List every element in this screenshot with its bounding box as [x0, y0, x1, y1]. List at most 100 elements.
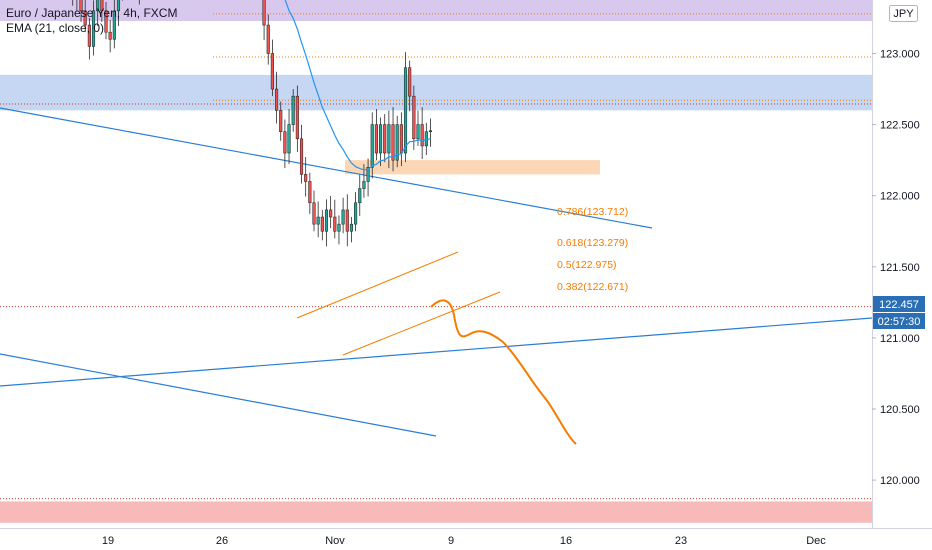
candle-26	[108, 19, 112, 53]
candle-70	[291, 89, 295, 132]
candle-body	[116, 0, 121, 12]
candle-101	[420, 107, 424, 160]
candle-85	[354, 192, 358, 232]
bar-countdown: 02:57:30	[878, 316, 921, 328]
descending-trendline	[0, 353, 437, 437]
candle-body	[266, 24, 270, 54]
candle-18	[76, 0, 78, 12]
candle-body	[395, 124, 399, 161]
candle-69	[287, 108, 291, 165]
candle-68	[283, 119, 287, 169]
drawings-layer	[0, 13, 873, 500]
time-tick-label: 19	[102, 535, 114, 547]
time-tick-label: 23	[675, 535, 687, 547]
candle-23	[96, 0, 100, 26]
zone-low-support	[0, 501, 872, 523]
candle-88	[366, 158, 370, 197]
candle-24	[100, 0, 104, 22]
candle-94	[391, 107, 395, 172]
candle-body	[100, 0, 104, 12]
time-tick-label: 16	[560, 535, 572, 547]
price-tick-label: 120.500	[880, 404, 920, 416]
time-tick-label: 26	[216, 535, 228, 547]
candle-body	[312, 202, 316, 225]
candle-25	[104, 2, 108, 40]
currency-label: JPY	[893, 8, 914, 20]
candle-body	[104, 10, 108, 33]
candle-body	[279, 110, 283, 132]
channel-upper	[296, 251, 459, 319]
candle-83	[345, 194, 349, 247]
candle-21	[87, 17, 91, 60]
time-tick-label: Dec	[806, 535, 826, 547]
ema-line	[284, 0, 431, 171]
projected-path	[430, 299, 577, 445]
candle-74	[308, 172, 312, 214]
candle-84	[349, 217, 353, 243]
candle-92	[383, 114, 387, 163]
top-band	[0, 0, 872, 21]
candle-91	[379, 117, 383, 167]
candle-body	[108, 31, 112, 40]
fib-labels: 0.786(123.712) 0.618(123.279) 0.5(122.97…	[557, 206, 628, 293]
candle-27	[112, 0, 116, 49]
candle-body	[324, 209, 329, 232]
time-tick-label: Nov	[325, 535, 345, 547]
zone-target	[345, 160, 600, 175]
price-tick-label: 122.000	[880, 191, 920, 203]
countdown-tag: 02:57:30	[873, 313, 925, 329]
candle-body	[112, 10, 116, 40]
candle-body	[383, 124, 387, 154]
lower-trendline	[0, 317, 873, 387]
candle-body	[333, 216, 337, 232]
fib-label-0382: 0.382(122.671)	[557, 281, 628, 293]
time-tick-label: 9	[448, 535, 454, 547]
candle-63	[262, 0, 266, 41]
candles-layer	[72, 0, 433, 247]
currency-button[interactable]: JPY	[889, 5, 918, 22]
candle-body	[295, 95, 299, 140]
candle-22	[91, 0, 96, 56]
fib-label-0618: 0.618(123.279)	[557, 237, 628, 249]
candle-body	[304, 174, 308, 182]
price-tick-label: 120.000	[880, 475, 920, 487]
fib-label-0786: 0.786(123.712)	[557, 206, 628, 218]
price-axis[interactable]: 120.000 120.500 121.000 121.500 122.000 122.5…	[872, 49, 920, 488]
candle-body	[329, 209, 333, 218]
candle-body	[87, 24, 91, 47]
candle-body	[283, 131, 287, 154]
candle-body	[374, 124, 378, 154]
candle-90	[374, 108, 378, 161]
candle-65	[270, 39, 274, 97]
upper-trendline	[0, 107, 653, 229]
candle-body	[287, 124, 291, 154]
candle-67	[279, 101, 283, 141]
candle-77	[320, 209, 324, 241]
candle-body	[349, 223, 353, 232]
candle-89	[370, 112, 374, 179]
candle-body	[379, 124, 383, 154]
candle-body	[320, 216, 324, 232]
last-price-tag: 122.457	[873, 296, 925, 312]
candle-body	[83, 10, 87, 26]
price-tick-label: 121.000	[880, 333, 920, 345]
price-tick-label: 123.000	[880, 49, 920, 61]
candle-body	[428, 130, 433, 132]
candle-body	[275, 88, 279, 111]
candle-body	[291, 95, 295, 125]
candle-body	[387, 124, 391, 154]
candle-64	[266, 14, 270, 65]
candle-body	[358, 188, 362, 204]
zones-layer	[0, 0, 872, 523]
indicator-legend[interactable]: EMA (21, close, 0)	[6, 21, 105, 35]
candle-body	[420, 124, 424, 147]
candle-78	[324, 199, 329, 247]
time-axis[interactable]: 19 26 Nov 9 16 23 Dec	[102, 535, 826, 547]
candle-73	[304, 157, 308, 197]
candle-body	[412, 95, 416, 140]
candle-body	[299, 138, 304, 175]
candle-19	[79, 0, 83, 22]
candle-body	[91, 10, 96, 47]
zone-demand	[0, 74, 872, 111]
